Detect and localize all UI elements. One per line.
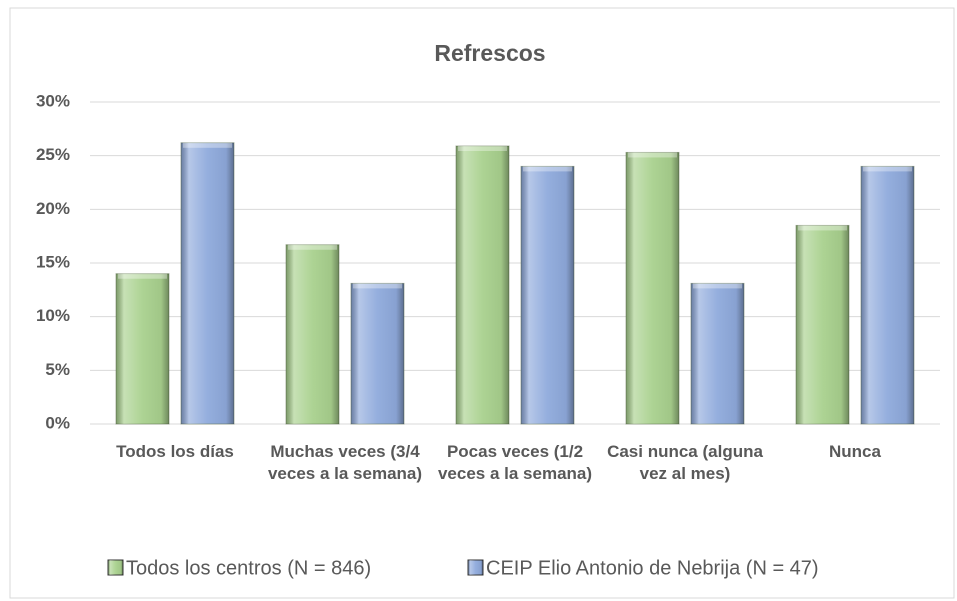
bar-top: [458, 146, 507, 152]
y-tick-label: 30%: [36, 91, 70, 110]
bar-top: [183, 142, 232, 148]
bar: [180, 142, 235, 425]
bar-top: [693, 283, 742, 289]
y-tick-label: 25%: [36, 145, 70, 164]
bar: [520, 165, 575, 425]
legend-label: Todos los centros (N = 846): [126, 557, 371, 579]
bar: [455, 145, 510, 425]
y-tick-label: 10%: [36, 306, 70, 325]
x-tick-label: Casi nunca (alguna vez al mes): [607, 442, 763, 483]
bar-top: [798, 225, 847, 231]
x-tick-label: Nunca: [829, 442, 881, 461]
bar: [795, 224, 850, 425]
chart-title: Refrescos: [434, 40, 545, 66]
bar: [625, 151, 680, 425]
x-tick-label: Pocas veces (1/2 veces a la semana): [437, 442, 593, 483]
bar-top: [863, 166, 912, 172]
legend-label: CEIP Elio Antonio de Nebrija (N = 47): [486, 557, 819, 579]
bar: [690, 282, 745, 425]
bar: [115, 273, 170, 425]
bar-top: [288, 244, 337, 250]
bar-top: [628, 152, 677, 158]
x-tick-label: Muchas veces (3/4 veces a la semana): [267, 442, 423, 483]
bar: [285, 244, 340, 425]
legend-swatch-shade: [468, 560, 483, 575]
y-tick-label: 0%: [45, 413, 70, 432]
bar-top: [353, 283, 402, 289]
y-tick-label: 20%: [36, 199, 70, 218]
bar-top: [523, 166, 572, 172]
y-tick-label: 5%: [45, 360, 70, 379]
bar: [350, 282, 405, 425]
x-tick-label: Todos los días: [116, 442, 234, 461]
bar: [860, 165, 915, 425]
legend-swatch-shade: [108, 560, 123, 575]
bar-top: [118, 273, 167, 279]
y-tick-label: 15%: [36, 252, 70, 271]
